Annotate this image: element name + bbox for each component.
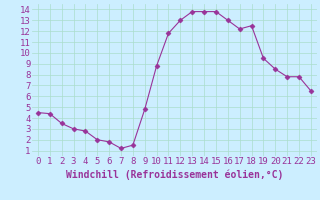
X-axis label: Windchill (Refroidissement éolien,°C): Windchill (Refroidissement éolien,°C) [66, 169, 283, 180]
